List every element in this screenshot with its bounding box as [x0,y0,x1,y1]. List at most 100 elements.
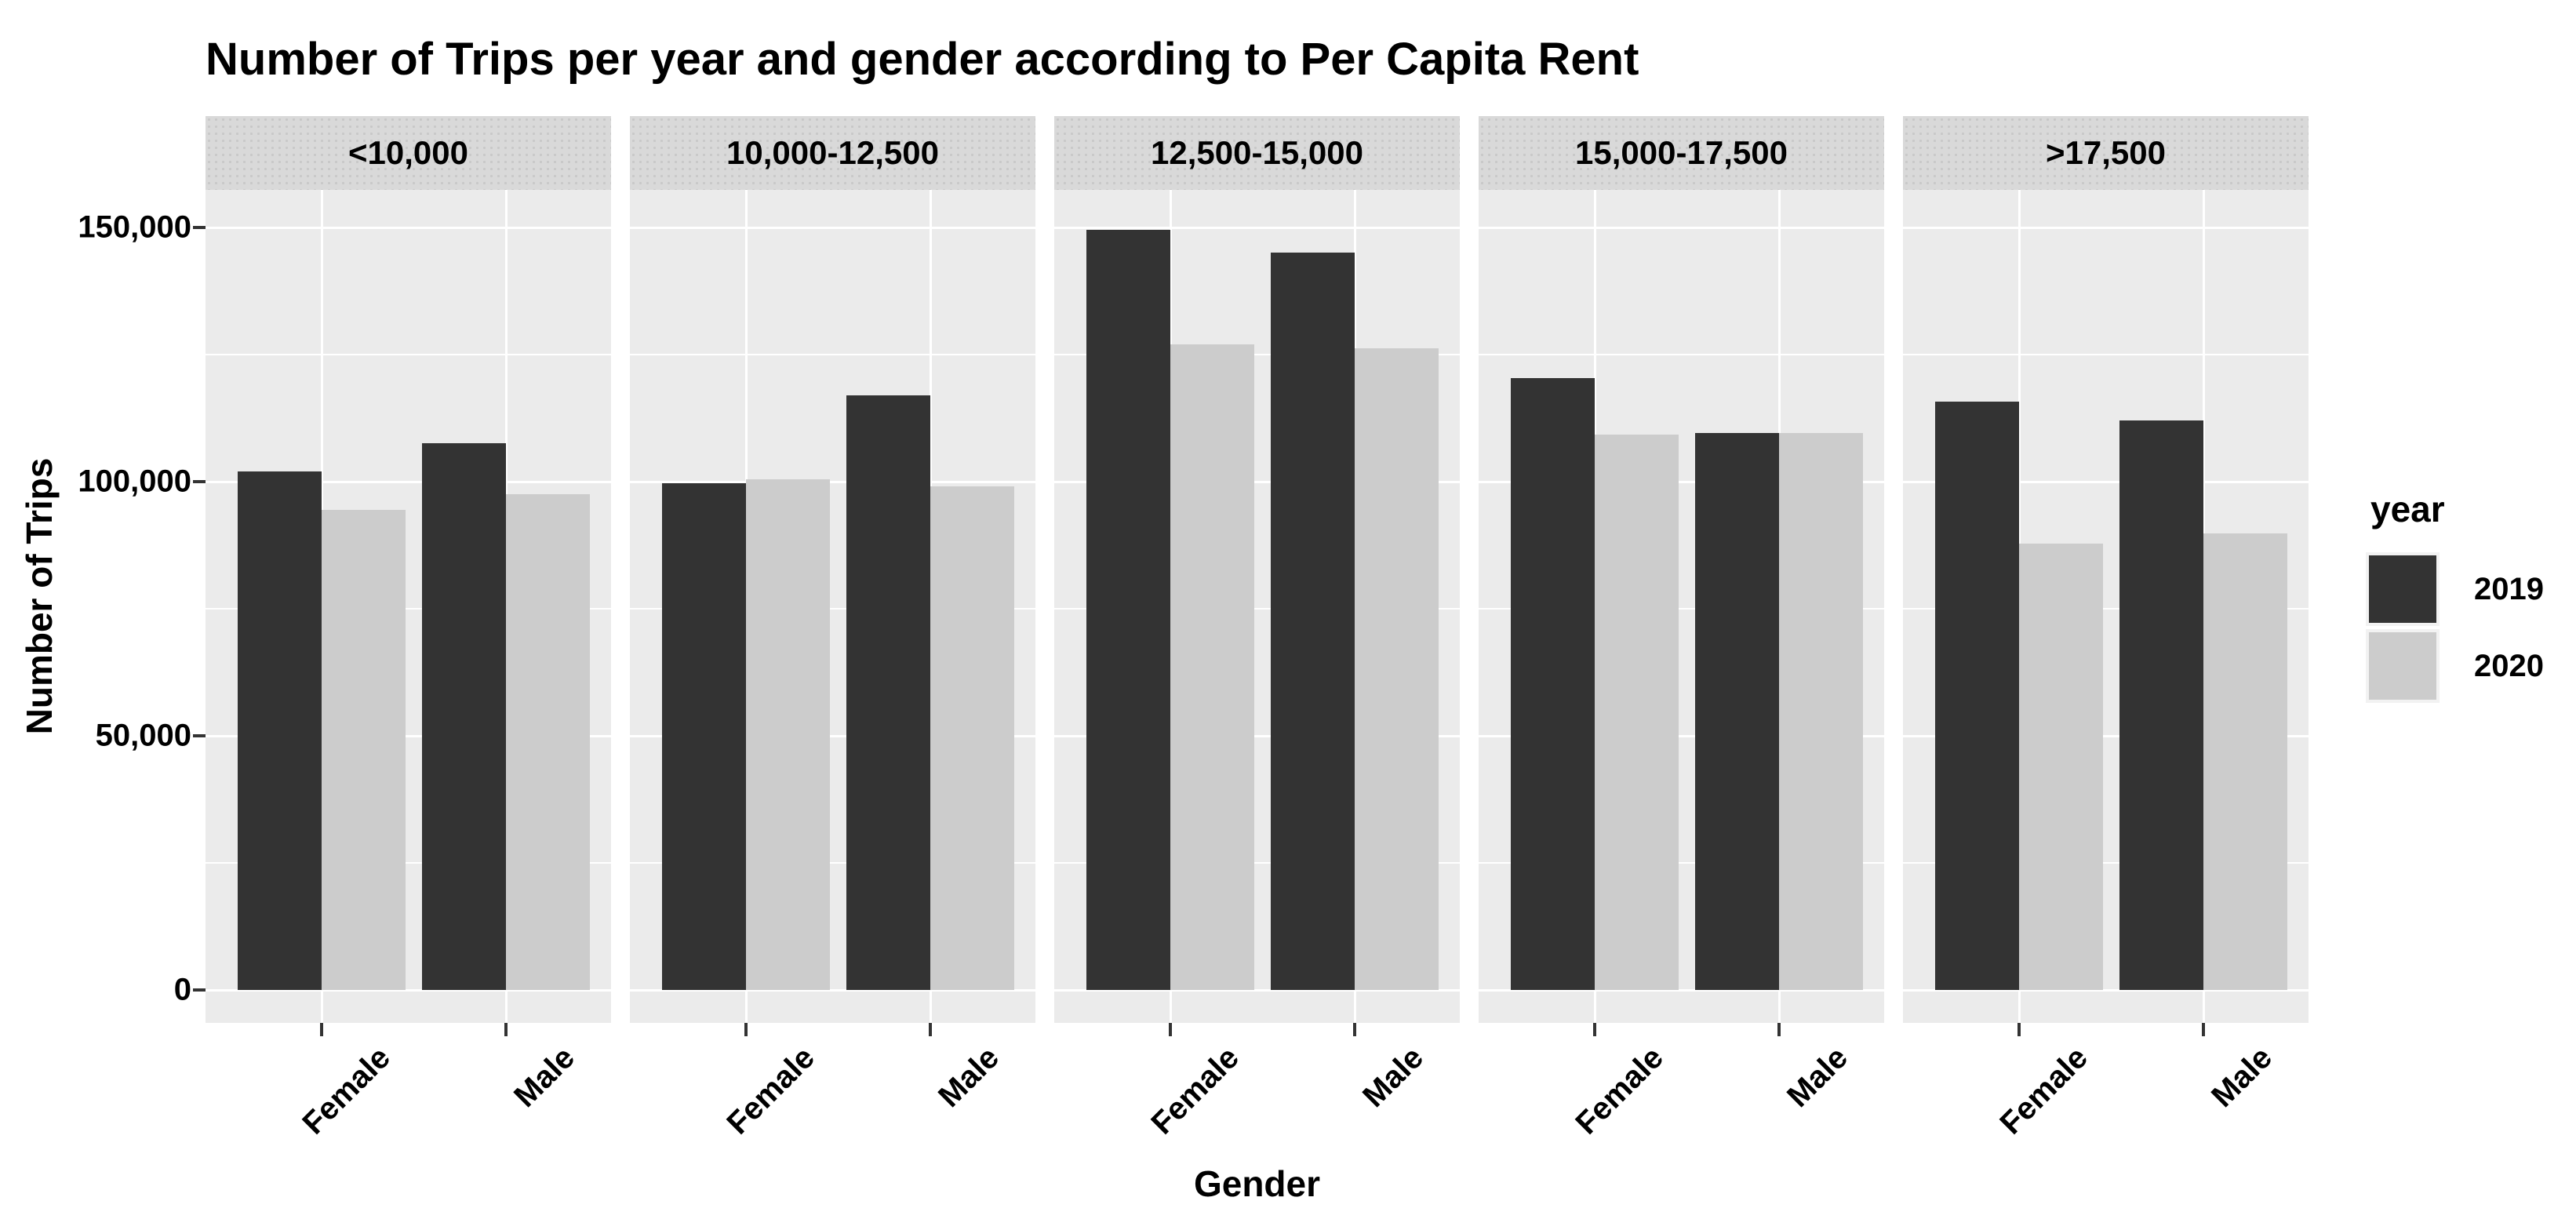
x-tick-mark [320,1023,323,1036]
facet-panel [1054,190,1460,1023]
legend-items: 2019 2020 [2366,552,2576,703]
bar-female-2019 [238,471,322,990]
gridline-major [1054,988,1460,992]
x-tick-mark [504,1023,508,1036]
gridline-major [630,988,1035,992]
gridline-major [206,988,611,992]
x-category-label: Female [1993,1040,2095,1141]
gridline-major [1479,988,1884,992]
y-tick-label: 0 [173,972,191,1007]
gridline-major [1479,226,1884,229]
gridline-minor [1054,862,1460,864]
facet-3: 12,500-15,000 Female Male [1054,116,1460,1141]
x-tick-mark [1593,1023,1596,1036]
bar-male-2020 [506,494,590,990]
facet-strip-label: >17,500 [2046,134,2166,171]
x-tick-mark [1353,1023,1356,1036]
bar-female-2020 [746,479,830,990]
legend-title: year [2370,489,2445,529]
chart-title: Number of Trips per year and gender acco… [206,34,1639,85]
bar-male-2019 [1271,253,1355,990]
gridline-minor [630,354,1035,355]
x-category-label: Male [932,1040,1006,1115]
facet-strip: 15,000-17,500 [1479,116,1884,190]
facet-strip: <10,000 [206,116,611,190]
facet-1: <10,000 Female Male [206,116,611,1141]
gridline-major [1903,226,2309,229]
bar-female-2020 [1595,435,1679,990]
legend-item-2020: 2020 [2366,629,2576,703]
gridline-major [1479,480,1884,483]
x-category-label: Male [1781,1040,1855,1115]
gridline-major [1903,480,2309,483]
legend-key [2366,629,2440,703]
x-tick-mark [1169,1023,1172,1036]
bar-female-2019 [1086,230,1170,990]
gridline-major [1903,734,2309,737]
facet-5: >17,500 Female Male [1903,116,2309,1141]
bar-male-2020 [2203,533,2287,990]
bar-female-2019 [1511,378,1595,990]
gridline-major [206,226,611,229]
x-category-label: Female [1144,1040,1246,1141]
facet-2: 10,000-12,500 Female Male [630,116,1035,1141]
bar-male-2019 [2119,420,2203,990]
x-category-label: Female [1569,1040,1671,1141]
gridline-minor [206,354,611,355]
gridline-minor [630,608,1035,610]
y-tick-mark [193,734,206,737]
legend: year 2019 2020 [2366,488,2576,706]
y-tick-mark [193,480,206,483]
y-axis-title: Number of Trips [19,457,60,735]
bar-male-2020 [930,486,1014,990]
bar-male-2020 [1355,348,1439,990]
bar-male-2019 [846,395,930,990]
x-tick-mark [929,1023,932,1036]
gridline-major [1479,734,1884,737]
x-category-label: Female [720,1040,822,1141]
legend-label: 2020 [2474,648,2544,683]
bar-male-2019 [1695,432,1779,990]
facet-strip-label: <10,000 [348,134,468,171]
gridline-minor [1479,862,1884,864]
x-tick-mark [1777,1023,1781,1036]
facet-strip: 10,000-12,500 [630,116,1035,190]
y-tick-mark [193,226,206,229]
gridline-major [1054,226,1460,229]
bar-female-2020 [322,509,406,990]
gridline-minor [1054,354,1460,355]
x-category-label: Male [2205,1040,2279,1115]
x-category-label: Female [296,1040,398,1141]
facet-panel [1903,190,2309,1023]
y-tick-label: 50,000 [95,718,191,753]
gridline-major [630,734,1035,737]
x-tick-mark [2018,1023,2021,1036]
bar-male-2020 [1779,433,1863,990]
legend-swatch-2019 [2369,555,2436,623]
facet-4: 15,000-17,500 Female Male [1479,116,1884,1141]
gridline-minor [206,608,611,610]
gridline-major [630,480,1035,483]
gridline-major [206,734,611,737]
gridline-major [1903,988,2309,992]
gridline-minor [630,862,1035,864]
y-tick-label: 150,000 [78,209,191,245]
gridline-major [630,226,1035,229]
facet-strip-label: 15,000-17,500 [1575,134,1788,171]
gridline-minor [1479,608,1884,610]
legend-label: 2019 [2474,571,2544,606]
x-tick-mark [2202,1023,2205,1036]
legend-swatch-2020 [2369,632,2436,700]
bar-female-2020 [1170,344,1254,990]
facet-panel [206,190,611,1023]
gridline-minor [1903,354,2309,355]
y-tick-mark [193,988,206,992]
facet-panel [630,190,1035,1023]
gridline-major [1054,734,1460,737]
x-axis-title: Gender [1193,1163,1321,1204]
facet-panel [1479,190,1884,1023]
x-category-label: Male [508,1040,582,1115]
facet-strip-label: 10,000-12,500 [726,134,939,171]
facet-strip-label: 12,500-15,000 [1151,134,1363,171]
